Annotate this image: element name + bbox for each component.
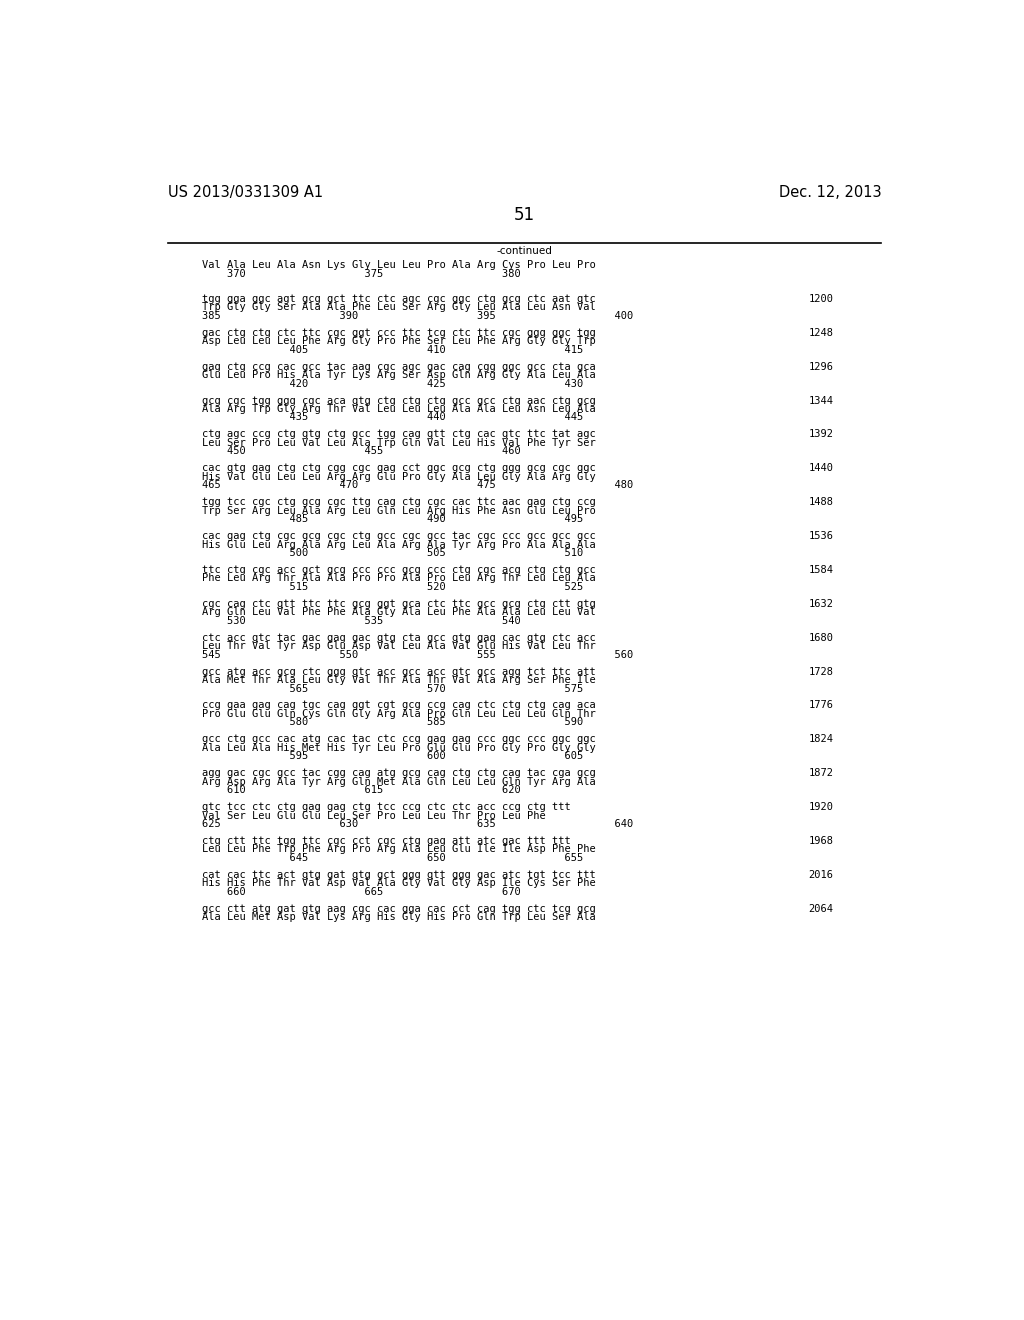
Text: 1776: 1776 — [808, 701, 834, 710]
Text: 2016: 2016 — [808, 870, 834, 880]
Text: ctg ctt ttc tgg ttc cgc cct cgc ctg gag att atc gac ttt ttt: ctg ctt ttc tgg ttc cgc cct cgc ctg gag … — [202, 836, 570, 846]
Text: tgg tcc cgc ctg gcg cgc ttg cag ctg cgc cac ttc aac gag ctg ccg: tgg tcc cgc ctg gcg cgc ttg cag ctg cgc … — [202, 498, 595, 507]
Text: Trp Gly Gly Ser Ala Ala Phe Leu Ser Arg Gly Leu Ala Leu Asn Val: Trp Gly Gly Ser Ala Ala Phe Leu Ser Arg … — [202, 302, 595, 313]
Text: tgg gga ggc agt gcg gct ttc ctc agc cgc ggc ctg gcg ctc aat gtc: tgg gga ggc agt gcg gct ttc ctc agc cgc … — [202, 294, 595, 304]
Text: 1392: 1392 — [808, 429, 834, 440]
Text: His Val Glu Leu Leu Arg Arg Glu Pro Gly Ala Leu Gly Ala Arg Gly: His Val Glu Leu Leu Arg Arg Glu Pro Gly … — [202, 471, 595, 482]
Text: 1488: 1488 — [808, 498, 834, 507]
Text: Val Ser Leu Glu Glu Leu Ser Pro Leu Leu Thr Pro Leu Phe: Val Ser Leu Glu Glu Leu Ser Pro Leu Leu … — [202, 810, 546, 821]
Text: gcc ctg gcc cac atg cac tac ctc ccg gag gag ccc ggc ccc ggc ggc: gcc ctg gcc cac atg cac tac ctc ccg gag … — [202, 734, 595, 744]
Text: Ala Leu Met Asp Val Lys Arg His Gly His Pro Gln Trp Leu Ser Ala: Ala Leu Met Asp Val Lys Arg His Gly His … — [202, 912, 595, 923]
Text: 1584: 1584 — [808, 565, 834, 576]
Text: 1872: 1872 — [808, 768, 834, 779]
Text: 1728: 1728 — [808, 667, 834, 677]
Text: Arg Asp Arg Ala Tyr Arg Gln Met Ala Gln Leu Leu Gln Tyr Arg Ala: Arg Asp Arg Ala Tyr Arg Gln Met Ala Gln … — [202, 776, 595, 787]
Text: 1248: 1248 — [808, 327, 834, 338]
Text: Leu Ser Pro Leu Val Leu Ala Trp Gln Val Leu His Val Phe Tyr Ser: Leu Ser Pro Leu Val Leu Ala Trp Gln Val … — [202, 438, 595, 447]
Text: Ala Met Thr Ala Leu Gly Val Thr Ala Thr Val Ala Arg Ser Phe Ile: Ala Met Thr Ala Leu Gly Val Thr Ala Thr … — [202, 675, 595, 685]
Text: ctg agc ccg ctg gtg ctg gcc tgg cag gtt ctg cac gtc ttc tat agc: ctg agc ccg ctg gtg ctg gcc tgg cag gtt … — [202, 429, 595, 440]
Text: Glu Leu Pro His Ala Tyr Lys Arg Ser Asp Gln Arg Gly Ala Leu Ala: Glu Leu Pro His Ala Tyr Lys Arg Ser Asp … — [202, 370, 595, 380]
Text: 1536: 1536 — [808, 531, 834, 541]
Text: 565                   570                   575: 565 570 575 — [202, 684, 583, 693]
Text: 1200: 1200 — [808, 294, 834, 304]
Text: ttc ctg cgc acc gct gcg ccc ccc gcg ccc ctg cgc acg ctg ctg gcc: ttc ctg cgc acc gct gcg ccc ccc gcg ccc … — [202, 565, 595, 576]
Text: Pro Glu Glu Gln Cys Gln Gly Arg Ala Pro Gln Leu Leu Leu Gln Thr: Pro Glu Glu Gln Cys Gln Gly Arg Ala Pro … — [202, 709, 595, 719]
Text: 1344: 1344 — [808, 396, 834, 405]
Text: 645                   650                   655: 645 650 655 — [202, 853, 583, 863]
Text: 385                   390                   395                   400: 385 390 395 400 — [202, 312, 633, 321]
Text: 545                   550                   555                   560: 545 550 555 560 — [202, 649, 633, 660]
Text: 515                   520                   525: 515 520 525 — [202, 582, 583, 591]
Text: cac gtg gag ctg ctg cgg cgc gag cct ggc gcg ctg ggg gcg cgc ggc: cac gtg gag ctg ctg cgg cgc gag cct ggc … — [202, 463, 595, 474]
Text: Trp Ser Arg Leu Ala Arg Leu Gln Leu Arg His Phe Asn Glu Leu Pro: Trp Ser Arg Leu Ala Arg Leu Gln Leu Arg … — [202, 506, 595, 516]
Text: His His Phe Thr Val Asp Val Ala Gly Val Gly Asp Ile Cys Ser Phe: His His Phe Thr Val Asp Val Ala Gly Val … — [202, 878, 595, 888]
Text: Phe Leu Arg Thr Ala Ala Pro Pro Ala Pro Leu Arg Thr Leu Leu Ala: Phe Leu Arg Thr Ala Ala Pro Pro Ala Pro … — [202, 573, 595, 583]
Text: Ala Leu Ala His Met His Tyr Leu Pro Glu Glu Pro Gly Pro Gly Gly: Ala Leu Ala His Met His Tyr Leu Pro Glu … — [202, 743, 595, 752]
Text: 625                   630                   635                   640: 625 630 635 640 — [202, 818, 633, 829]
Text: 1296: 1296 — [808, 362, 834, 372]
Text: 485                   490                   495: 485 490 495 — [202, 515, 583, 524]
Text: Val Ala Leu Ala Asn Lys Gly Leu Leu Pro Ala Arg Cys Pro Leu Pro: Val Ala Leu Ala Asn Lys Gly Leu Leu Pro … — [202, 260, 595, 271]
Text: ctc acc gtc tac gac gag gac gtg cta gcc gtg gag cac gtg ctc acc: ctc acc gtc tac gac gag gac gtg cta gcc … — [202, 632, 595, 643]
Text: 435                   440                   445: 435 440 445 — [202, 412, 583, 422]
Text: 530                   535                   540: 530 535 540 — [202, 615, 520, 626]
Text: 1680: 1680 — [808, 632, 834, 643]
Text: gac ctg ctg ctc ttc cgc ggt ccc ttc tcg ctc ttc cgc ggg ggc tgg: gac ctg ctg ctc ttc cgc ggt ccc ttc tcg … — [202, 327, 595, 338]
Text: 405                   410                   415: 405 410 415 — [202, 345, 583, 355]
Text: agg gac cgc gcc tac cgg cag atg gcg cag ctg ctg cag tac cga gcg: agg gac cgc gcc tac cgg cag atg gcg cag … — [202, 768, 595, 779]
Text: cat cac ttc act gtg gat gtg gct ggg gtt ggg gac atc tgt tcc ttt: cat cac ttc act gtg gat gtg gct ggg gtt … — [202, 870, 595, 880]
Text: 580                   585                   590: 580 585 590 — [202, 718, 583, 727]
Text: 370                   375                   380: 370 375 380 — [202, 268, 520, 279]
Text: 420                   425                   430: 420 425 430 — [202, 379, 583, 388]
Text: Leu Leu Phe Trp Phe Arg Pro Arg Ala Leu Glu Ile Ile Asp Phe Phe: Leu Leu Phe Trp Phe Arg Pro Arg Ala Leu … — [202, 845, 595, 854]
Text: Dec. 12, 2013: Dec. 12, 2013 — [778, 185, 882, 201]
Text: 450                   455                   460: 450 455 460 — [202, 446, 520, 457]
Text: 595                   600                   605: 595 600 605 — [202, 751, 583, 762]
Text: His Glu Leu Arg Ala Arg Leu Ala Arg Ala Tyr Arg Pro Ala Ala Ala: His Glu Leu Arg Ala Arg Leu Ala Arg Ala … — [202, 540, 595, 549]
Text: gag ctg ccg cac gcc tac aag cgc agc gac cag cgg ggc gcc cta gca: gag ctg ccg cac gcc tac aag cgc agc gac … — [202, 362, 595, 372]
Text: 465                   470                   475                   480: 465 470 475 480 — [202, 480, 633, 490]
Text: 1968: 1968 — [808, 836, 834, 846]
Text: Ala Arg Trp Gly Arg Thr Val Leu Leu Leu Ala Ala Leu Asn Leu Ala: Ala Arg Trp Gly Arg Thr Val Leu Leu Leu … — [202, 404, 595, 414]
Text: gcc ctt atg gat gtg aag cgc cac gga cac cct cag tgg ctc tcg gcg: gcc ctt atg gat gtg aag cgc cac gga cac … — [202, 904, 595, 913]
Text: Arg Gln Leu Val Phe Phe Ala Gly Ala Leu Phe Ala Ala Leu Leu Val: Arg Gln Leu Val Phe Phe Ala Gly Ala Leu … — [202, 607, 595, 618]
Text: 1632: 1632 — [808, 599, 834, 609]
Text: 1824: 1824 — [808, 734, 834, 744]
Text: Leu Thr Val Tyr Asp Glu Asp Val Leu Ala Val Glu His Val Leu Thr: Leu Thr Val Tyr Asp Glu Asp Val Leu Ala … — [202, 642, 595, 651]
Text: US 2013/0331309 A1: US 2013/0331309 A1 — [168, 185, 324, 201]
Text: gtc tcc ctc ctg gag gag ctg tcc ccg ctc ctc acc ccg ctg ttt: gtc tcc ctc ctg gag gag ctg tcc ccg ctc … — [202, 803, 570, 812]
Text: gcg cgc tgg ggg cgc aca gtg ctg ctg ctg gcc gcc ctg aac ctg gcg: gcg cgc tgg ggg cgc aca gtg ctg ctg ctg … — [202, 396, 595, 405]
Text: 500                   505                   510: 500 505 510 — [202, 548, 583, 558]
Text: ccg gaa gag cag tgc cag ggt cgt gcg ccg cag ctc ctg ctg cag aca: ccg gaa gag cag tgc cag ggt cgt gcg ccg … — [202, 701, 595, 710]
Text: 51: 51 — [514, 206, 536, 224]
Text: 1920: 1920 — [808, 803, 834, 812]
Text: 2064: 2064 — [808, 904, 834, 913]
Text: 660                   665                   670: 660 665 670 — [202, 887, 520, 896]
Text: -continued: -continued — [497, 246, 553, 256]
Text: Asp Leu Leu Leu Phe Arg Gly Pro Phe Ser Leu Phe Arg Gly Gly Trp: Asp Leu Leu Leu Phe Arg Gly Pro Phe Ser … — [202, 337, 595, 346]
Text: 1440: 1440 — [808, 463, 834, 474]
Text: gcc atg acc gcg ctc ggg gtc acc gcc acc gtc gcc agg tct ttc att: gcc atg acc gcg ctc ggg gtc acc gcc acc … — [202, 667, 595, 677]
Text: 610                   615                   620: 610 615 620 — [202, 785, 520, 795]
Text: cgc cag ctc gtt ttc ttc gcg ggt gca ctc ttc gcc gcg ctg ctt gtg: cgc cag ctc gtt ttc ttc gcg ggt gca ctc … — [202, 599, 595, 609]
Text: cac gag ctg cgc gcg cgc ctg gcc cgc gcc tac cgc ccc gcc gcc gcc: cac gag ctg cgc gcg cgc ctg gcc cgc gcc … — [202, 531, 595, 541]
